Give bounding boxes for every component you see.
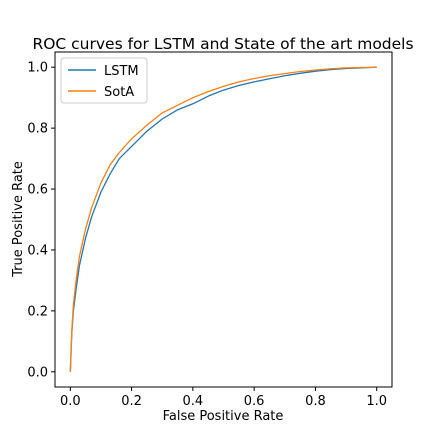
y-tick-label: 0.6 [27,183,48,198]
y-tick-label: 1.0 [27,61,48,76]
x-tick-label: 0.4 [183,394,204,409]
y-tick-label: 0.8 [27,122,48,137]
legend-label-sota: SotA [104,85,134,100]
y-tick-label: 0.2 [27,304,48,319]
x-tick-label: 0.8 [305,394,326,409]
plot-frame [54,51,393,388]
y-tick-label: 0.4 [27,243,48,258]
legend: LSTM SotA [60,57,148,104]
x-axis-ticks: 0.0 0.2 0.4 0.6 0.8 1.0 [60,387,387,409]
chart-title: ROC curves for LSTM and State of the art… [32,35,413,53]
y-axis-ticks: 0.0 0.2 0.4 0.6 0.8 1.0 [27,61,55,380]
y-axis-label: True Positive Rate [11,161,26,278]
legend-label-lstm: LSTM [104,64,139,79]
series-line-lstm [69,66,377,372]
x-tick-label: 1.0 [366,394,387,409]
x-tick-label: 0.0 [60,394,81,409]
series-line-sota [69,66,377,372]
x-axis-label: False Positive Rate [163,409,284,424]
x-tick-label: 0.6 [244,394,265,409]
series-layer [69,66,377,372]
y-tick-label: 0.0 [27,365,48,380]
x-tick-label: 0.2 [121,394,142,409]
